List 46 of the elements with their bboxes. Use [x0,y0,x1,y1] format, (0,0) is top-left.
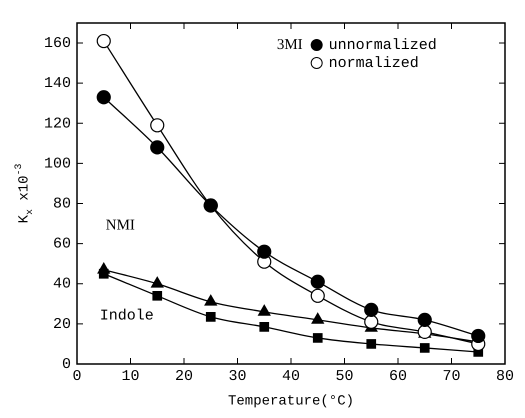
point [150,140,164,154]
point [310,274,325,289]
legend-title: 3MI [276,36,303,53]
point [152,290,162,301]
point [96,90,111,104]
point [98,262,110,274]
point [312,312,324,324]
y-tick-label: 140 [44,75,72,92]
point [151,276,164,288]
x-tick-label: 40 [282,368,300,385]
x-tick-label: 70 [442,368,461,385]
point [420,343,430,353]
x-tick-label: 50 [335,368,354,385]
point [204,294,217,306]
point [150,118,164,132]
point [364,314,378,329]
legend-label: normalized [328,54,419,72]
y-tick-label: 80 [52,196,72,212]
point [366,339,376,349]
point [312,333,323,343]
point [96,34,111,48]
y-tick-label: 120 [44,115,72,132]
point [259,322,270,332]
point [471,328,486,344]
point [310,288,325,303]
point [418,312,432,327]
y-axis-title: Kx x10-3 [13,164,36,224]
series-label: Indole [100,308,154,325]
y-tick-label: 40 [52,276,72,293]
y-tick-label: 100 [44,155,72,172]
series-label: NMI [106,218,135,234]
y-tick-label: 0 [62,356,72,373]
x-tick-label: 80 [496,368,514,385]
y-tick-label: 20 [52,316,72,333]
y-tick-label: 160 [44,35,72,52]
point [258,304,270,316]
x-axis-title: Temperature(°C) [228,394,354,410]
x-tick-label: 10 [121,368,140,385]
legend-label: unnormalized [328,36,437,54]
x-tick-label: 20 [174,368,194,385]
point [364,302,378,317]
y-tick-label: 60 [52,236,72,253]
x-tick-label: 30 [228,368,247,385]
x-tick-label: 60 [388,368,408,385]
point [206,312,216,322]
point [257,244,272,259]
